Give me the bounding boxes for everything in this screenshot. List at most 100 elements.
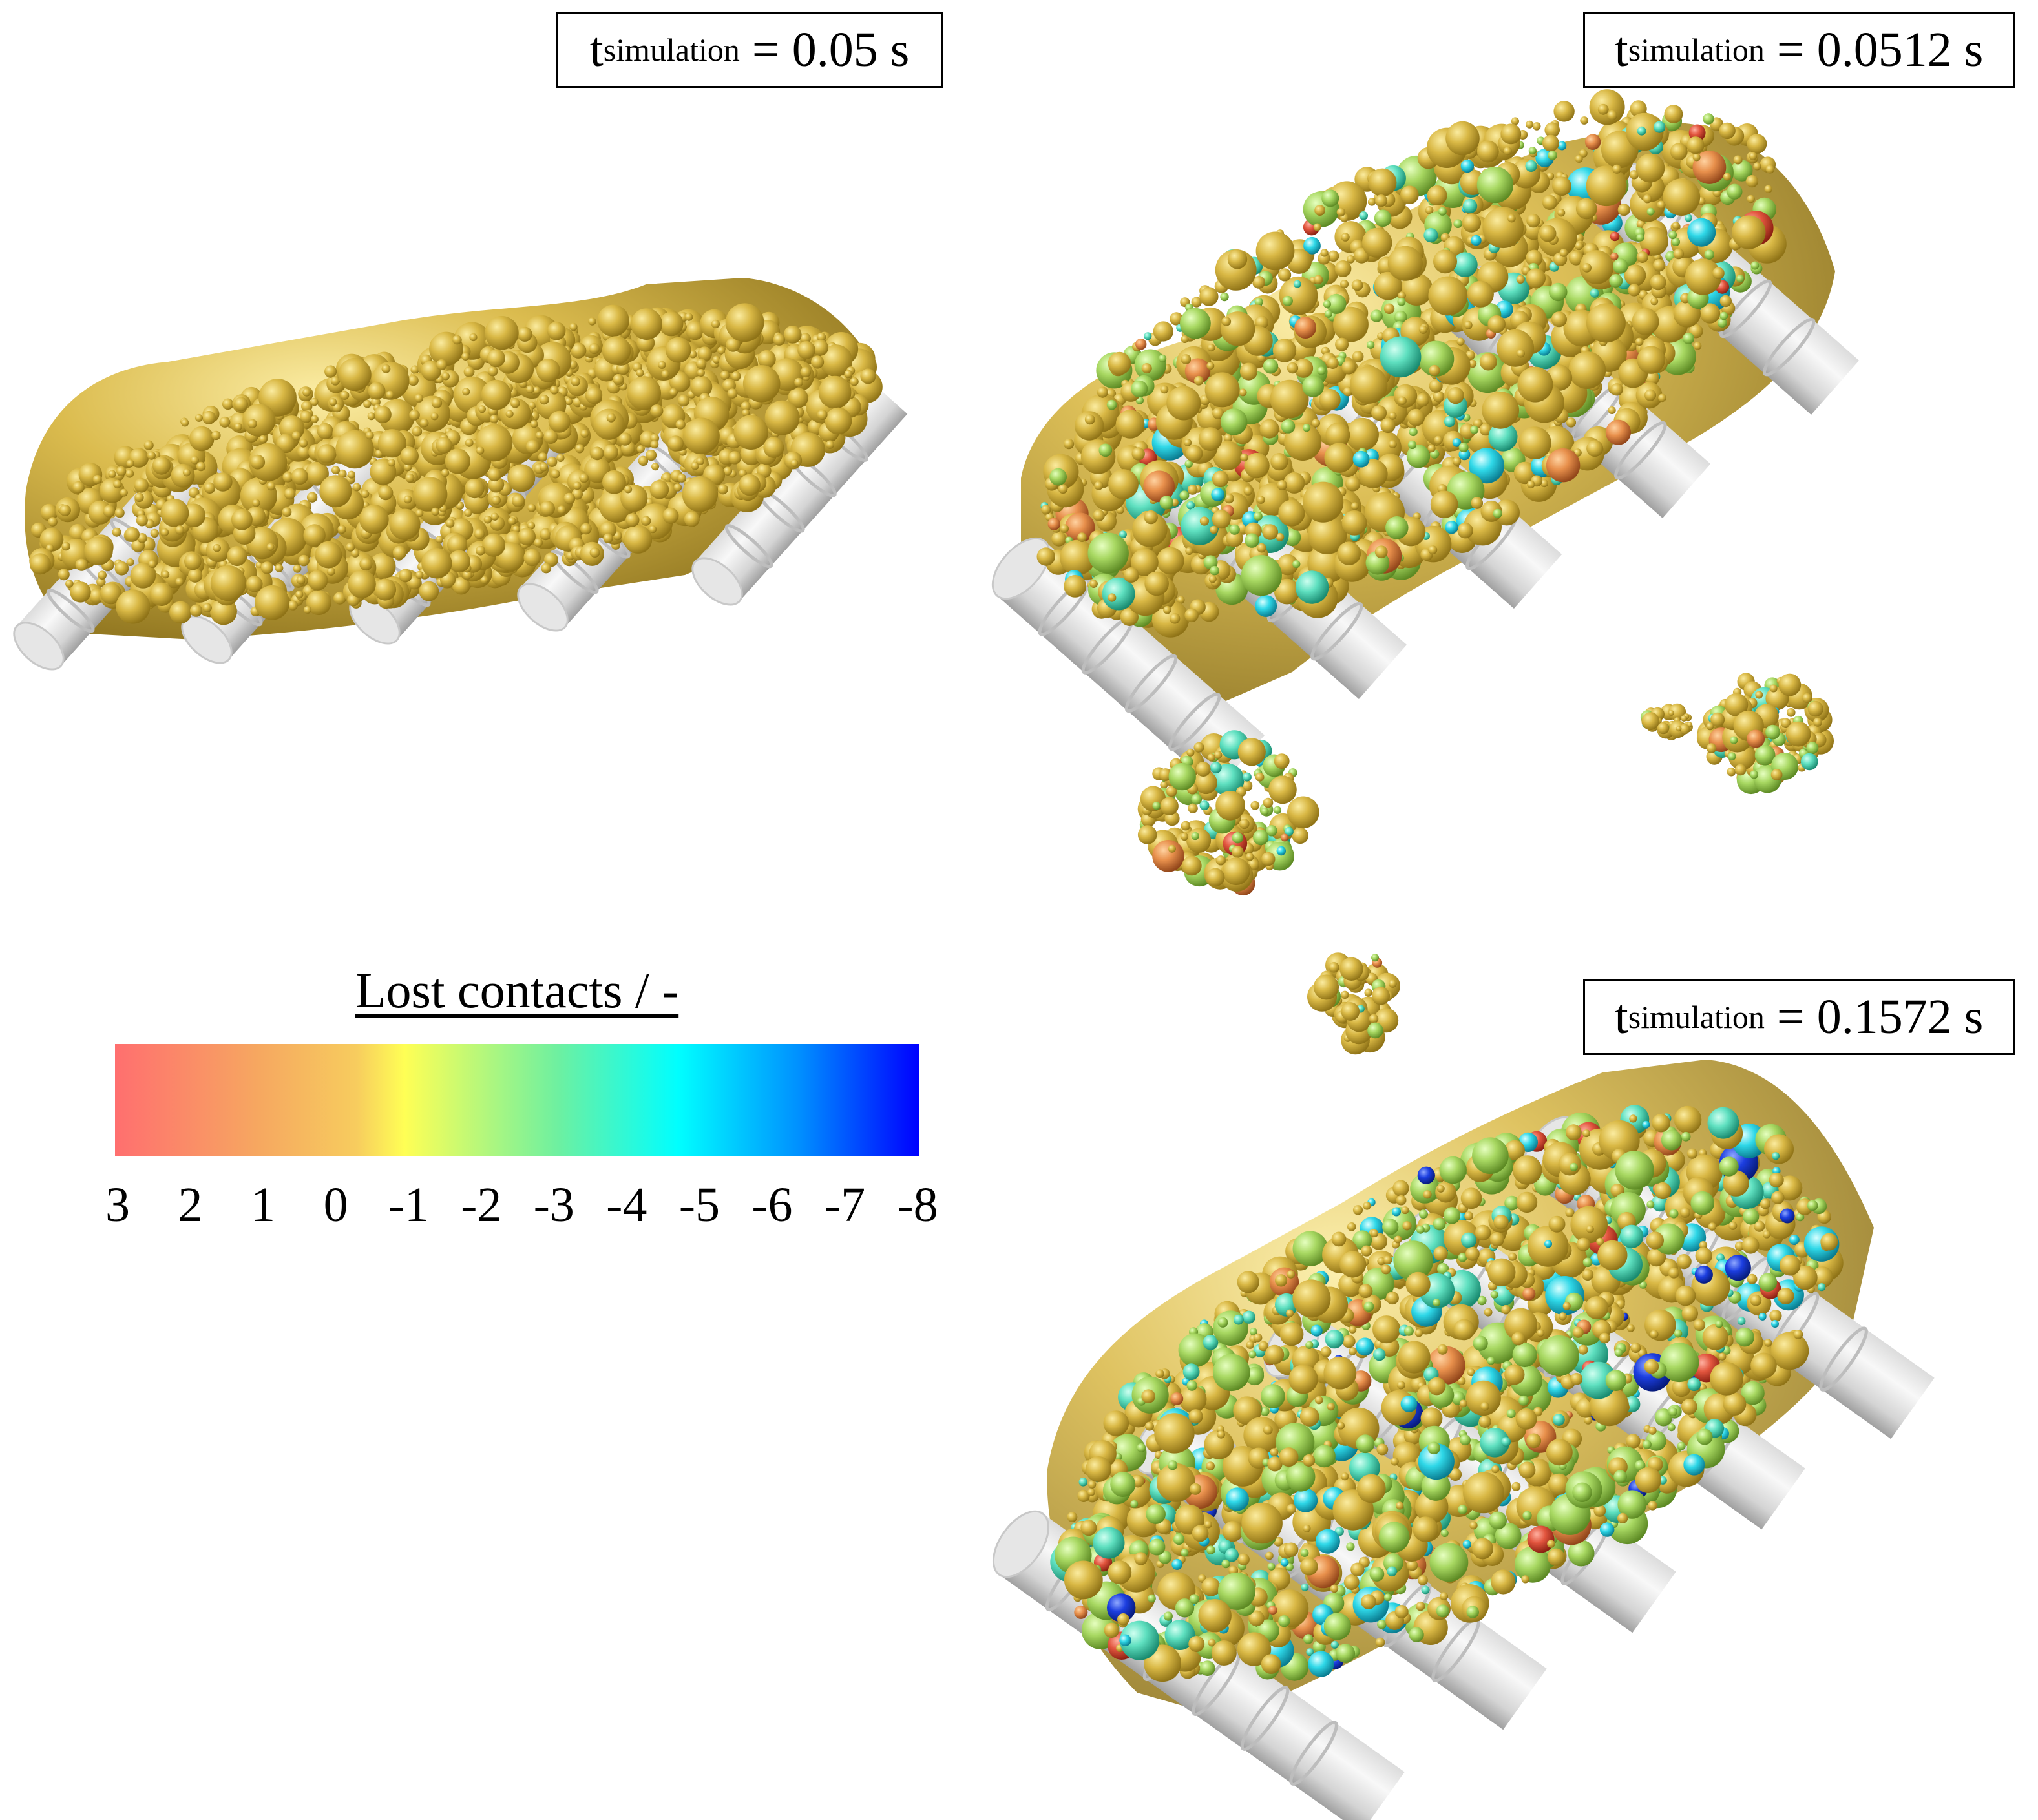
particle [733,415,768,450]
particle [1036,547,1055,566]
particle [1394,310,1407,324]
particle [1487,315,1506,333]
particle [1170,1392,1184,1405]
particle [92,475,102,484]
particle [1175,1598,1195,1618]
particle [1274,753,1290,769]
particle [1193,742,1204,753]
particle [1467,280,1494,308]
particle [1551,311,1567,328]
particle [431,507,439,516]
particle [1617,1512,1628,1523]
particle [1275,1274,1288,1287]
particle [1414,1329,1423,1337]
particle [1207,753,1215,762]
particle [405,473,415,483]
particle [1644,1309,1676,1341]
particle [1607,110,1617,121]
particle [1445,121,1480,156]
particle [1279,1322,1304,1346]
particle [1370,309,1383,322]
particle [1132,512,1168,547]
particle [1605,419,1631,445]
particle [1433,391,1445,403]
particle [725,303,764,342]
particle [1327,250,1339,262]
particle [1719,122,1736,140]
particle [1181,335,1189,343]
particle [447,534,467,555]
particle [1769,1173,1784,1187]
particle [1300,1557,1318,1576]
particle [1168,844,1176,853]
particle [1548,1215,1566,1233]
particle [1405,1271,1431,1297]
particle [682,476,719,512]
particle [1080,439,1116,474]
particle [1199,1660,1215,1677]
particle [1313,974,1339,1000]
particle [1286,1503,1297,1514]
particle [1427,1377,1446,1396]
particle [1672,1377,1691,1397]
particle [219,416,231,428]
particle [298,554,310,567]
particle [1203,555,1218,570]
particle [1358,459,1388,489]
particle [1364,988,1372,997]
particle [1320,1346,1332,1357]
particle [1241,1502,1283,1544]
particle [1465,1380,1501,1416]
particle [1495,1522,1522,1549]
particle [1437,1344,1448,1355]
particle [1772,1152,1780,1160]
particle [1074,1605,1088,1619]
particle [1168,762,1196,791]
particle [1549,282,1568,302]
particle [1562,1302,1571,1310]
particle [1443,1207,1461,1224]
particle [300,410,313,423]
particle [800,366,812,378]
particle [103,505,116,518]
particle [1699,1241,1708,1250]
particle [1409,427,1418,437]
particle [1579,149,1588,158]
particle [1352,450,1370,468]
particle [1652,1114,1670,1133]
particle [1152,840,1184,872]
particle [72,481,85,494]
particle [1693,1319,1706,1332]
particle [189,426,215,452]
particle [1137,1443,1146,1452]
particle [1582,1257,1593,1268]
particle [1380,417,1396,434]
particle [1427,444,1436,453]
particle [1350,1562,1365,1577]
particle [773,333,786,346]
colorbar-tick-label: -5 [678,1178,720,1232]
particle [530,420,538,428]
particle [1544,122,1560,138]
particle [1547,1540,1555,1548]
particle [757,350,776,368]
particle [1501,1437,1511,1447]
particle [1120,1620,1160,1660]
particle [100,583,122,605]
particle [1343,1574,1360,1590]
particle [1747,729,1765,748]
particle [1753,162,1761,171]
particle [1163,605,1171,614]
particle [1361,1245,1372,1257]
particle [430,412,439,421]
particle [1110,1472,1136,1497]
particle [1681,715,1687,722]
particle [1194,771,1217,795]
particle [1351,279,1363,291]
particle [1646,207,1655,216]
particle [338,358,372,392]
particle [1193,375,1204,386]
particle [1206,868,1225,887]
particle [1754,1220,1765,1232]
particle [1579,250,1614,284]
